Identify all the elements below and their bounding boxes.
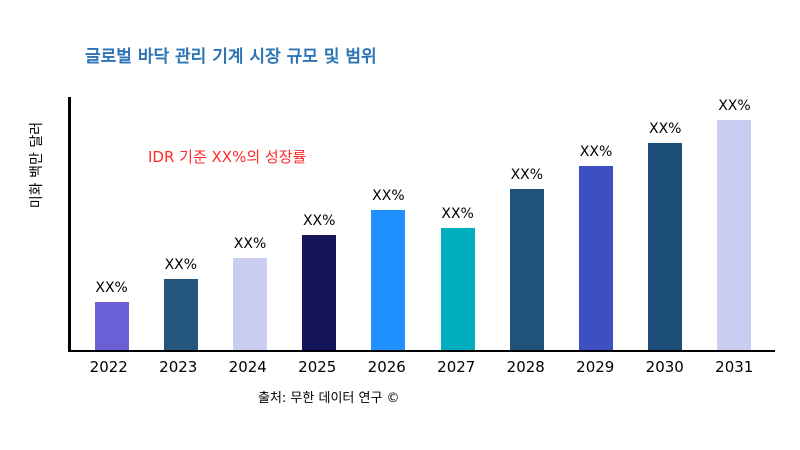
bar bbox=[579, 166, 614, 350]
bar bbox=[509, 189, 544, 350]
bar-value-label: XX% bbox=[648, 121, 682, 137]
bar-value-label: XX% bbox=[579, 144, 613, 160]
source-note: 출처: 무한 데이터 연구 © bbox=[258, 391, 400, 406]
x-tick-label: 2022 bbox=[89, 358, 128, 376]
x-tick-label: 2023 bbox=[159, 358, 198, 376]
bar-value-label: XX% bbox=[510, 167, 544, 183]
x-tick-label: 2029 bbox=[576, 358, 615, 376]
bar-group: XX% bbox=[146, 97, 215, 350]
bar bbox=[233, 258, 267, 350]
bar-group: XX% bbox=[423, 97, 492, 350]
bar-group: XX% bbox=[492, 97, 561, 350]
bar-group: XX% bbox=[77, 97, 146, 350]
bar-value-label: XX% bbox=[95, 279, 128, 296]
x-axis-ticks: 2022 2023 2024 2025 2026 2027 2028 2029 2030 2031 bbox=[68, 358, 775, 376]
x-tick-label: 2028 bbox=[506, 358, 545, 376]
x-tick-label: 2027 bbox=[437, 358, 476, 376]
x-tick-label: 2031 bbox=[715, 358, 754, 376]
x-tick-label: 2030 bbox=[645, 358, 684, 376]
bar-group: XX% bbox=[631, 97, 700, 350]
bar bbox=[648, 143, 683, 350]
bar bbox=[717, 120, 752, 350]
bar-value-label: XX% bbox=[302, 213, 336, 229]
y-axis-label: 미화 백만 달러 bbox=[29, 121, 45, 209]
growth-rate-annotation: IDR 기준 XX%의 성장률 bbox=[148, 148, 307, 166]
bar-group: XX% bbox=[700, 97, 769, 350]
x-tick-label: 2024 bbox=[228, 358, 267, 376]
bar-group: XX% bbox=[215, 97, 284, 350]
bar-value-label: XX% bbox=[718, 98, 751, 114]
bar-group: XX% bbox=[354, 97, 423, 350]
bar bbox=[163, 278, 198, 350]
bar-value-label: XX% bbox=[441, 206, 474, 223]
bars-area: XX% XX% XX% XX% XX% XX% XX% XX% XX% XX% bbox=[71, 97, 775, 350]
bar-group: XX% bbox=[285, 97, 354, 350]
x-tick-label: 2026 bbox=[367, 358, 406, 376]
bar bbox=[302, 235, 337, 350]
bar-value-label: XX% bbox=[372, 187, 405, 204]
bar bbox=[94, 301, 129, 350]
chart-title: 글로벌 바닥 관리 기계 시장 규모 및 범위 bbox=[85, 47, 377, 67]
bar bbox=[371, 209, 406, 350]
bar bbox=[440, 228, 475, 350]
bar-value-label: XX% bbox=[164, 256, 198, 273]
bar-value-label: XX% bbox=[233, 236, 267, 252]
plot-area: XX% XX% XX% XX% XX% XX% XX% XX% XX% XX% bbox=[68, 97, 775, 352]
bar-group: XX% bbox=[561, 97, 630, 350]
x-tick-label: 2025 bbox=[298, 358, 337, 376]
